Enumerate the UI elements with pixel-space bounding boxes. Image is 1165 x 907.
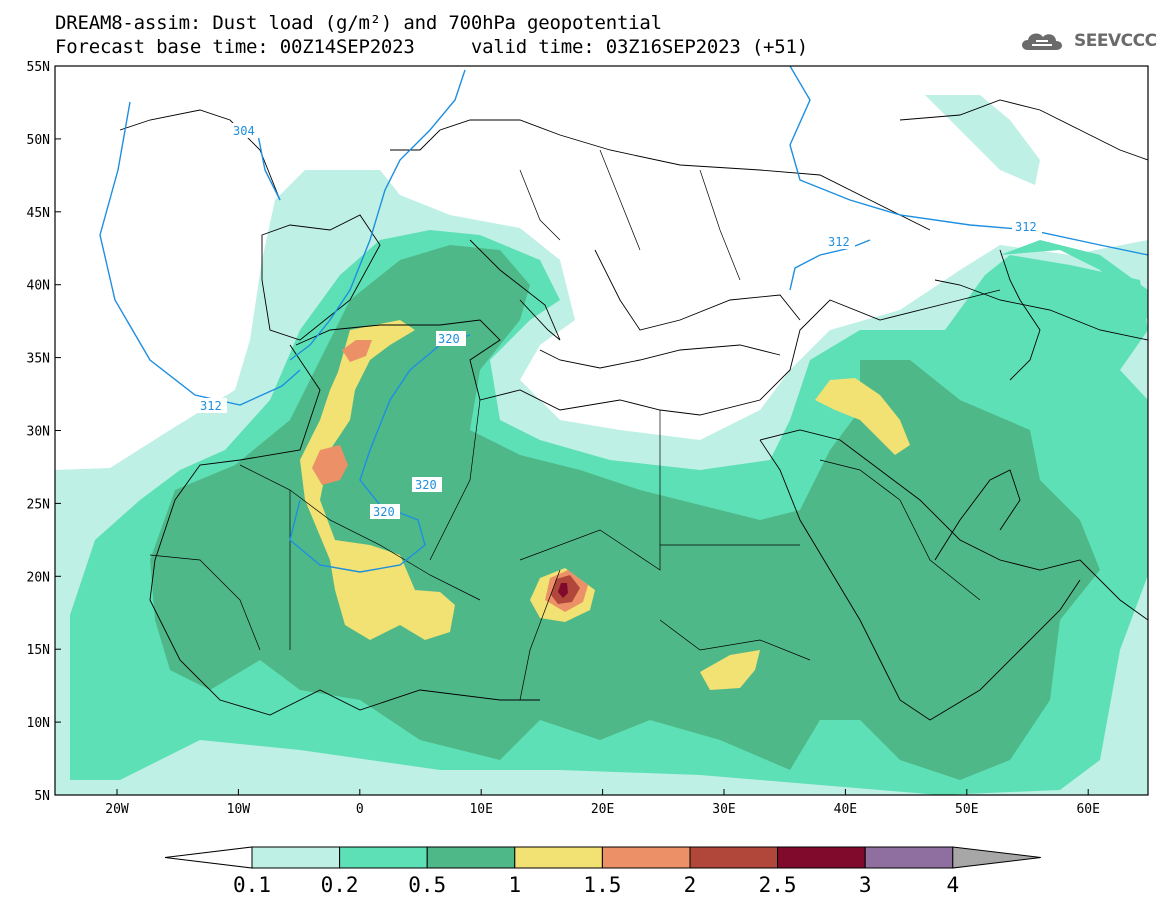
colorbar-swatch bbox=[864, 846, 954, 869]
isoline-label: 320 bbox=[415, 478, 437, 492]
colorbar-label: 0.5 bbox=[408, 873, 446, 897]
dust-patch-caspian-north bbox=[925, 95, 1040, 185]
latitude-axis: 55N 50N 45N 40N 35N 30N 25N 20N 15N 10N 5N bbox=[27, 60, 61, 804]
dust-field bbox=[55, 66, 1148, 795]
dust-patch-caspian bbox=[1000, 240, 1148, 320]
lat-tick-label: 25N bbox=[27, 497, 50, 512]
dust-level-1 bbox=[300, 320, 455, 640]
colorbar-label: 2 bbox=[684, 873, 697, 897]
colorbar-swatch bbox=[339, 846, 428, 869]
seevccc-logo: SEEVCCC bbox=[1018, 26, 1157, 56]
isoline-label: 304 bbox=[233, 124, 255, 138]
lon-tick-label: 0 bbox=[356, 802, 364, 817]
colorbar-swatch bbox=[251, 846, 341, 869]
lon-tick-label: 20W bbox=[105, 802, 129, 817]
colorbar-label: 3 bbox=[859, 873, 872, 897]
lon-tick-label: 20E bbox=[591, 802, 614, 817]
colorbar-max-arrow bbox=[952, 846, 1041, 869]
lat-tick-label: 50N bbox=[27, 133, 50, 148]
colorbar-swatch bbox=[601, 846, 691, 869]
lat-tick-label: 55N bbox=[27, 60, 50, 75]
map-subtitle: Forecast base time: 00Z14SEP2023 valid t… bbox=[55, 36, 809, 58]
lat-tick-label: 15N bbox=[27, 643, 50, 658]
lon-tick-label: 10W bbox=[227, 802, 251, 817]
colorbar-min-arrow bbox=[164, 846, 253, 869]
colorbar-swatch bbox=[514, 846, 603, 869]
lat-tick-label: 35N bbox=[27, 352, 50, 367]
isoline-label: 320 bbox=[438, 332, 460, 346]
lat-tick-label: 10N bbox=[27, 716, 50, 731]
lat-tick-label: 45N bbox=[27, 206, 50, 221]
map-title: DREAM8-assim: Dust load (g/m²) and 700hP… bbox=[55, 12, 662, 34]
isoline-labels: 304 312 312 312 320 320 320 bbox=[197, 123, 1042, 519]
longitude-axis: 20W 10W 0 10E 20E 30E 40E 50E 60E bbox=[105, 789, 1100, 817]
lon-tick-label: 50E bbox=[955, 802, 978, 817]
colorbar-swatch bbox=[426, 846, 516, 869]
colorbar-label: 2.5 bbox=[759, 873, 797, 897]
isoline-label: 320 bbox=[373, 505, 395, 519]
dust-level-2.5 bbox=[558, 583, 568, 598]
logo-text: SEEVCCC bbox=[1074, 31, 1157, 51]
cloud-icon bbox=[1022, 33, 1062, 50]
dust-level-1-sudan bbox=[700, 650, 760, 690]
lon-tick-label: 60E bbox=[1076, 802, 1099, 817]
colorbar-label: 1.5 bbox=[583, 873, 621, 897]
colorbar-label: 0.1 bbox=[233, 873, 271, 897]
isoline-label: 312 bbox=[200, 399, 222, 413]
lat-tick-label: 30N bbox=[27, 425, 50, 440]
lat-tick-label: 20N bbox=[27, 570, 50, 585]
dust-level-1.5 bbox=[312, 445, 348, 485]
isoline-label: 312 bbox=[828, 235, 850, 249]
dust-level-0.5 bbox=[150, 245, 1100, 780]
country-borders bbox=[149, 149, 981, 701]
geopotential-isolines bbox=[99, 66, 1148, 573]
lon-tick-label: 40E bbox=[834, 802, 857, 817]
colorbar-label: 0.2 bbox=[321, 873, 359, 897]
dust-level-1.5-north bbox=[342, 340, 372, 362]
isoline-label: 312 bbox=[1015, 220, 1037, 234]
coastlines bbox=[119, 99, 1148, 721]
lat-tick-label: 5N bbox=[34, 789, 50, 804]
dust-level-1-iraq bbox=[815, 378, 910, 455]
lat-tick-label: 40N bbox=[27, 279, 50, 294]
colorbar: 0.1 0.2 0.5 1 1.5 2 2.5 3 4 bbox=[164, 846, 1041, 897]
colorbar-label: 4 bbox=[946, 873, 959, 897]
colorbar-label: 1 bbox=[508, 873, 521, 897]
colorbar-swatch bbox=[777, 846, 866, 869]
lon-tick-label: 30E bbox=[712, 802, 735, 817]
lon-tick-label: 10E bbox=[469, 802, 492, 817]
colorbar-swatch bbox=[689, 846, 779, 869]
